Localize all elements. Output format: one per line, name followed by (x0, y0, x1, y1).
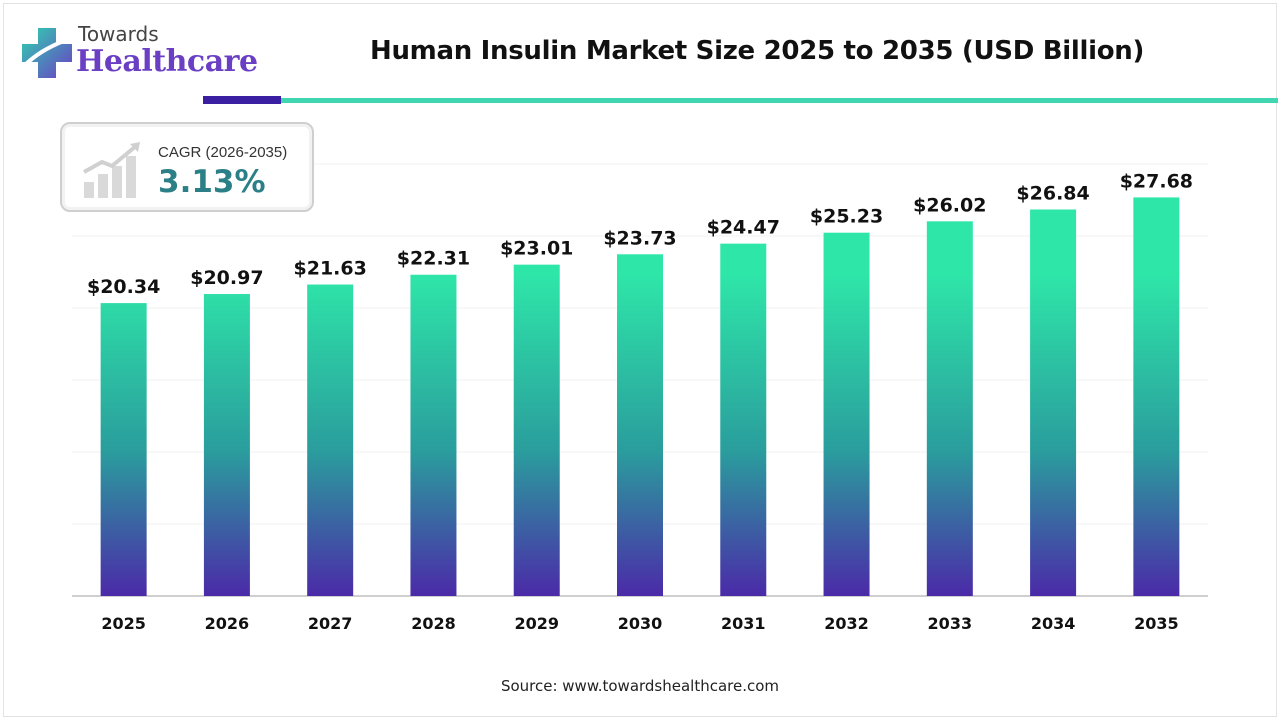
data-label-2031: $24.47 (707, 217, 780, 239)
bar-2027 (307, 284, 354, 596)
title-accent-bar-teal (281, 98, 1278, 103)
x-tick-label-2026: 2026 (205, 614, 250, 633)
x-tick-label-2027: 2027 (308, 614, 353, 633)
data-label-2033: $26.02 (913, 194, 986, 216)
cagr-card: CAGR (2026-2035) 3.13% (60, 122, 314, 212)
x-tick-label-2029: 2029 (514, 614, 559, 633)
growth-chart-icon (83, 142, 140, 198)
chart-title: Human Insulin Market Size 2025 to 2035 (… (370, 36, 1145, 66)
data-label-2030: $23.73 (603, 227, 676, 249)
x-tick-label-2033: 2033 (928, 614, 973, 633)
x-tick-label-2034: 2034 (1031, 614, 1076, 633)
data-label-2027: $21.63 (294, 258, 367, 280)
data-label-2026: $20.97 (190, 267, 263, 289)
bar-2025 (100, 303, 147, 596)
x-tick-label-2028: 2028 (411, 614, 456, 633)
x-tick-label-2030: 2030 (618, 614, 663, 633)
x-tick-label-2032: 2032 (824, 614, 869, 633)
data-label-2034: $26.84 (1016, 183, 1089, 205)
bar-2026 (203, 294, 250, 596)
bar-2031 (720, 243, 767, 596)
cagr-value: 3.13% (158, 164, 266, 200)
data-label-2032: $25.23 (810, 206, 883, 228)
title-accent-bar-dark (203, 96, 281, 104)
logo: Towards Healthcare (20, 20, 258, 82)
x-tick-label-2035: 2035 (1134, 614, 1179, 633)
medical-cross-logo-icon (22, 28, 72, 78)
logo-text-top: Towards (78, 22, 159, 46)
logo-text-bottom: Healthcare (76, 44, 258, 79)
data-label-2025: $20.34 (87, 276, 160, 298)
x-tick-label-2025: 2025 (101, 614, 146, 633)
bar-2035 (1133, 197, 1180, 596)
bar-2030 (617, 254, 663, 596)
bar-2034 (1030, 209, 1077, 596)
bar-2032 (823, 232, 870, 597)
data-label-2028: $22.31 (397, 248, 470, 270)
source-note: Source: www.towardshealthcare.com (500, 677, 780, 695)
bar-2033 (926, 221, 973, 596)
chart-frame (3, 3, 1277, 717)
bar-2029 (513, 264, 560, 596)
data-label-2029: $23.01 (500, 238, 573, 260)
x-tick-label-2031: 2031 (721, 614, 766, 633)
cagr-label: CAGR (2026-2035) (158, 144, 288, 161)
bar-2028 (410, 274, 457, 596)
data-label-2035: $27.68 (1120, 170, 1193, 192)
